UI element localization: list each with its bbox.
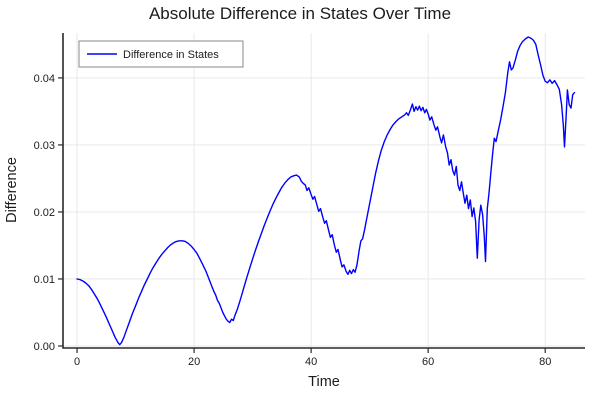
grid-lines (63, 33, 585, 348)
chart-title: Absolute Difference in States Over Time (149, 4, 451, 23)
x-axis-label: Time (308, 374, 340, 390)
difference-line-series (76, 36, 576, 346)
y-tick-label: 0.02 (34, 207, 55, 219)
y-tick-label: 0.04 (34, 73, 55, 85)
x-tick-label: 80 (539, 356, 551, 368)
x-tick-label: 60 (422, 356, 434, 368)
y-tick-label: 0.00 (34, 341, 55, 353)
x-tick-label: 20 (188, 356, 200, 368)
x-tick-label: 40 (305, 356, 317, 368)
tick-marks (58, 77, 546, 353)
y-tick-label: 0.03 (34, 140, 55, 152)
legend-label: Difference in States (123, 49, 219, 61)
legend: Difference in States (78, 40, 244, 68)
y-tick-label: 0.01 (34, 274, 55, 286)
x-tick-label: 0 (74, 356, 80, 368)
axes-spines (62, 33, 585, 349)
tick-labels: 0 20 40 60 80 0.00 0.01 0.02 0.03 0.04 (34, 73, 552, 368)
y-axis-label: Difference (4, 157, 20, 223)
